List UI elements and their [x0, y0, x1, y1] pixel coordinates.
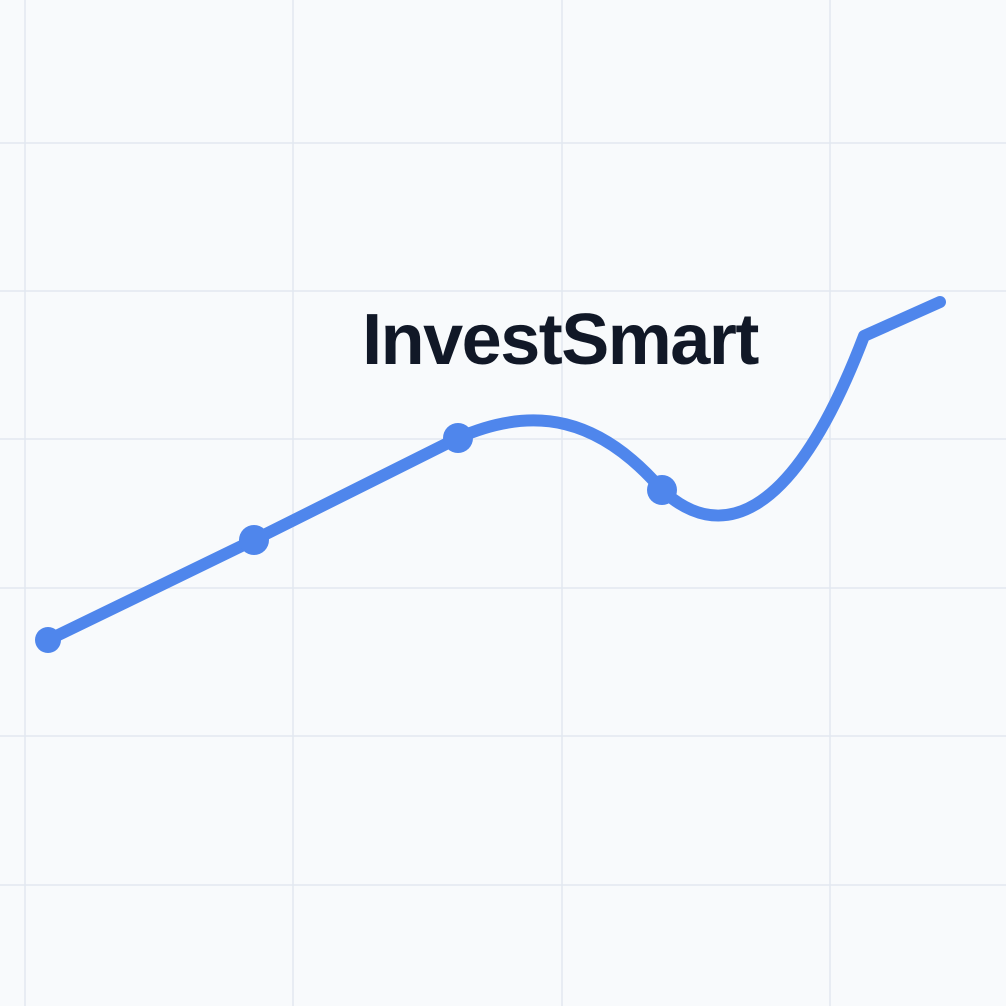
brand-name: InvestSmart: [362, 300, 759, 380]
trend-point: [647, 475, 677, 505]
trend-markers: [35, 423, 677, 653]
trend-point: [443, 423, 473, 453]
trend-point: [35, 627, 61, 653]
trend-point: [239, 525, 269, 555]
